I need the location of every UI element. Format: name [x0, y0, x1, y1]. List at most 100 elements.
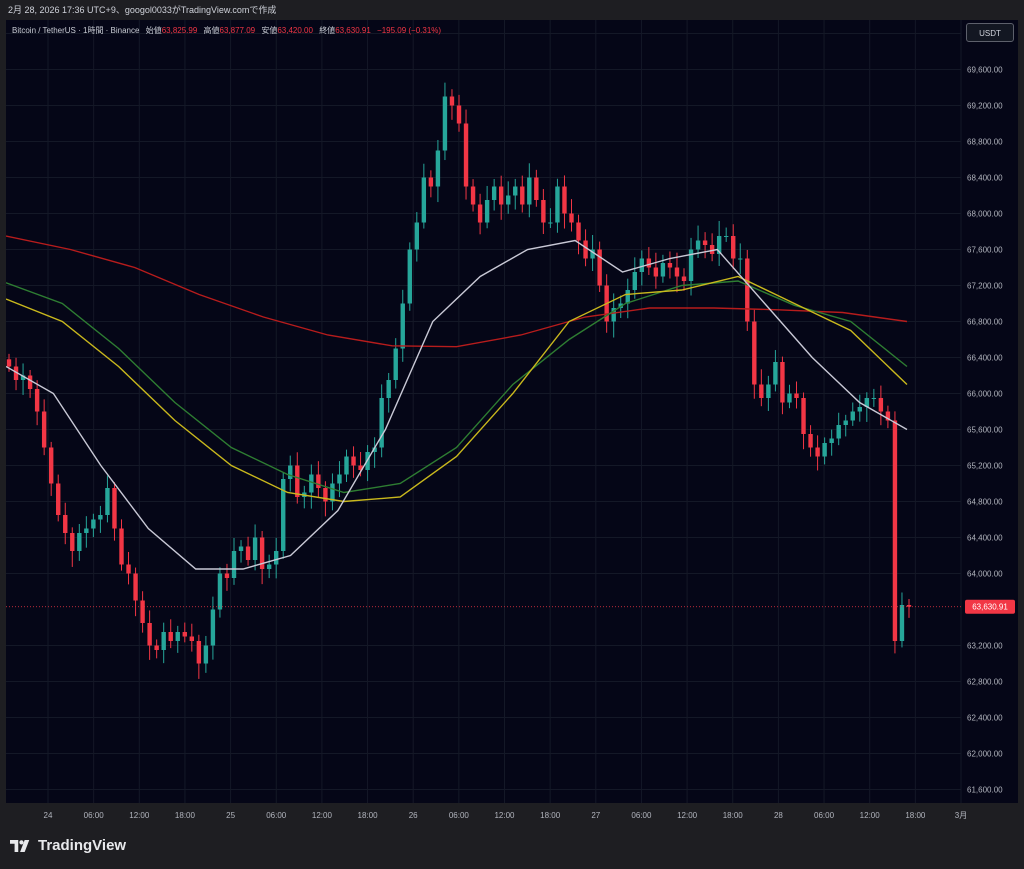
candle-body [906, 605, 912, 607]
y-tick-label: 61,600.00 [967, 786, 1003, 795]
currency-button[interactable]: USDT [966, 23, 1014, 42]
candle-body [27, 375, 33, 389]
candle-body [358, 465, 363, 470]
candle-body [20, 375, 26, 380]
ma200-line [6, 235, 908, 348]
candle-body [273, 551, 279, 565]
candle-body [836, 425, 841, 439]
candle-body [555, 186, 560, 223]
close-value: 63,630.91 [335, 26, 371, 35]
candle-body [871, 398, 877, 399]
candle-body [189, 636, 195, 641]
candle-body [569, 213, 574, 223]
y-tick-label: 64,000.00 [967, 570, 1003, 579]
candle-body [154, 645, 159, 650]
x-tick-label: 12:00 [312, 811, 333, 820]
y-tick-label: 68,800.00 [967, 138, 1003, 147]
candle-body [484, 200, 490, 223]
ma50-line [6, 275, 908, 503]
y-tick-label: 62,400.00 [967, 714, 1003, 723]
candle-body [597, 249, 602, 286]
candle-body [576, 222, 581, 241]
x-tick-label: 25 [226, 811, 235, 820]
candle-body [309, 474, 314, 493]
candle-body [217, 573, 223, 610]
candle-body [245, 546, 251, 560]
candle-body [794, 393, 799, 398]
candle-body [639, 258, 645, 272]
candle-body [892, 420, 898, 641]
candle-body [119, 528, 124, 565]
candle-body [281, 479, 286, 551]
y-tick-label: 65,200.00 [967, 462, 1003, 471]
high-label: 高値 [203, 26, 220, 35]
candle-body [41, 411, 47, 448]
candle-body [534, 177, 539, 200]
candle-body [182, 632, 187, 637]
x-tick-label: 18:00 [358, 811, 379, 820]
chart-caption: 2月 28, 2026 17:36 UTC+9、googol0033がTradi… [0, 0, 1024, 20]
x-tick-label: 26 [409, 811, 418, 820]
candle-body [759, 384, 764, 398]
candle-body [231, 551, 237, 578]
candle-body [674, 267, 680, 277]
candle-body [653, 267, 659, 277]
candle-body [344, 456, 349, 475]
candle-body [773, 362, 778, 385]
x-tick-label: 18:00 [540, 811, 561, 820]
candle-body [562, 186, 567, 214]
candle-body [112, 488, 117, 529]
candle-body [625, 290, 630, 304]
tradingview-brand[interactable]: TradingView [10, 837, 126, 854]
x-tick-label: 27 [591, 811, 600, 820]
plot-area [6, 20, 961, 803]
candle-body [105, 488, 110, 515]
candle-body [91, 519, 96, 529]
candle-body [323, 488, 328, 502]
candle-body [34, 389, 40, 412]
candle-body [337, 474, 342, 484]
candle-body [878, 398, 884, 412]
candle-body [787, 393, 792, 403]
candle-body [527, 177, 532, 205]
candle-body [506, 195, 511, 205]
y-tick-label: 69,200.00 [967, 102, 1003, 111]
candle-body [196, 641, 202, 664]
change-value: −195.09 (−0.31%) [377, 26, 442, 35]
footer-bar [0, 830, 1024, 869]
candles [6, 82, 912, 679]
ma100-line [6, 280, 908, 494]
candle-body [470, 186, 476, 205]
candle-body [259, 537, 265, 569]
x-tick-label: 18:00 [905, 811, 926, 820]
y-tick-label: 62,800.00 [967, 678, 1003, 687]
price-scale [961, 20, 1018, 803]
candle-body [316, 474, 321, 488]
candle-body [660, 263, 666, 277]
candle-body [681, 276, 687, 281]
candle-body [541, 200, 546, 223]
symbol-name[interactable]: Bitcoin / TetherUS · 1時間 · Binance [12, 26, 140, 35]
candle-body [709, 245, 715, 254]
candle-body [611, 308, 616, 322]
close-label: 終値 [319, 26, 336, 35]
open-label: 始値 [145, 26, 162, 35]
candle-body [829, 438, 834, 443]
brand-name: TradingView [38, 837, 127, 854]
candle-body [456, 105, 462, 124]
x-tick-label: 12:00 [129, 811, 150, 820]
candle-body [266, 564, 272, 569]
price-chart[interactable]: 70,000.0069,600.0069,200.0068,800.0068,4… [6, 20, 1018, 830]
candle-body [70, 533, 75, 551]
x-tick-label: 12:00 [860, 811, 881, 820]
candle-body [843, 420, 848, 425]
candle-body [808, 434, 813, 448]
candle-body [688, 249, 694, 281]
y-tick-label: 69,600.00 [967, 66, 1003, 75]
candle-body [864, 398, 870, 407]
candle-body [899, 605, 905, 641]
x-tick-label: 06:00 [631, 811, 652, 820]
candle-body [850, 411, 855, 421]
candle-body [210, 609, 216, 646]
y-tick-label: 64,800.00 [967, 498, 1003, 507]
